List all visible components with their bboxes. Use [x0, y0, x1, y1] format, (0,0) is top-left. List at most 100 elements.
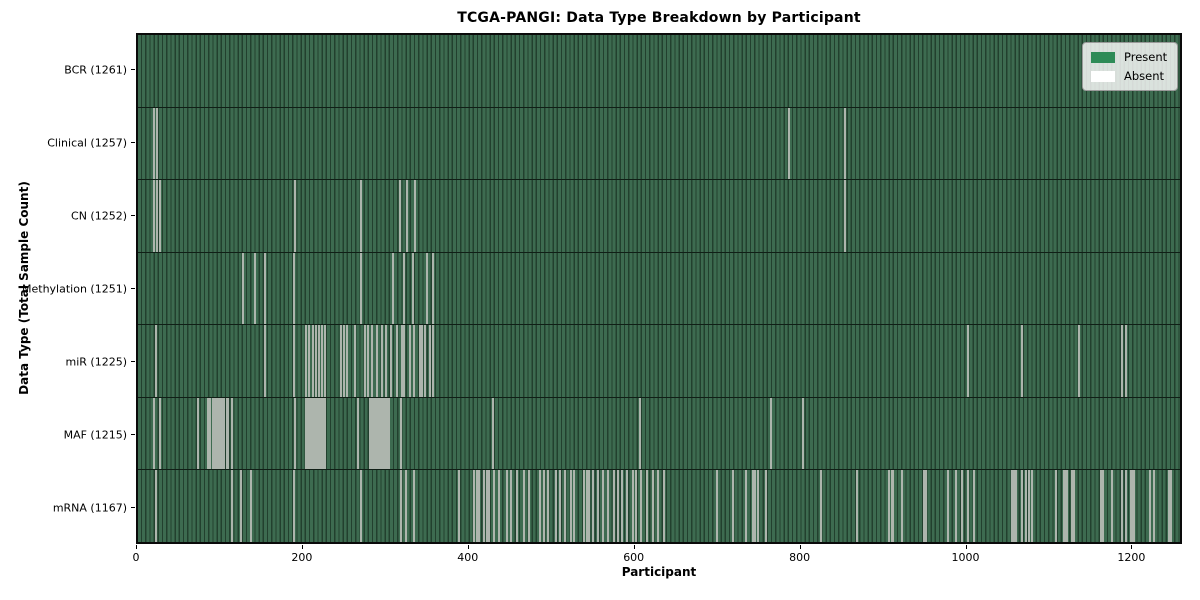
absent-mark — [385, 325, 388, 397]
absent-mark — [400, 325, 403, 397]
absent-mark — [320, 397, 323, 470]
absent-mark — [309, 397, 312, 470]
absent-mark — [1129, 470, 1132, 543]
x-tick-mark — [467, 545, 469, 549]
absent-mark — [900, 470, 903, 543]
absent-mark — [607, 470, 610, 543]
absent-mark — [413, 470, 416, 543]
absent-mark — [516, 470, 519, 543]
absent-mark — [304, 397, 307, 470]
absent-mark — [363, 325, 366, 397]
absent-mark — [617, 470, 620, 543]
absent-mark — [154, 325, 157, 397]
absent-mark — [340, 325, 343, 397]
heatmap-plot — [136, 33, 1182, 544]
x-tick-mark — [633, 545, 635, 549]
absent-mark — [751, 470, 754, 543]
absent-mark — [485, 470, 488, 543]
absent-mark — [583, 470, 586, 543]
absent-mark — [646, 470, 649, 543]
absent-mark — [621, 470, 624, 543]
absent-mark — [411, 252, 414, 325]
absent-mark — [432, 252, 435, 325]
legend-swatch-absent — [1091, 70, 1115, 82]
absent-mark — [1110, 470, 1113, 543]
absent-mark — [1149, 470, 1152, 543]
legend-label: Present — [1124, 50, 1168, 64]
heatmap-row-mir — [138, 325, 1180, 398]
absent-mark — [542, 470, 545, 543]
absent-mark — [1064, 470, 1067, 543]
absent-mark — [159, 397, 162, 470]
legend-item-present: Present — [1091, 50, 1167, 64]
absent-mark — [383, 397, 386, 470]
absent-mark — [346, 325, 349, 397]
absent-mark — [371, 325, 374, 397]
y-tick-mark — [131, 434, 135, 435]
absent-mark — [240, 470, 243, 543]
absent-mark — [1170, 470, 1173, 543]
absent-mark — [423, 325, 426, 397]
x-tick-mark — [1131, 545, 1133, 549]
absent-mark — [473, 470, 476, 543]
absent-mark — [366, 325, 369, 397]
absent-mark — [388, 397, 391, 470]
absent-mark — [399, 470, 402, 543]
absent-mark — [1025, 470, 1028, 543]
absent-mark — [505, 470, 508, 543]
x-tick-mark — [136, 545, 137, 549]
absent-mark — [1020, 325, 1023, 397]
absent-mark — [418, 325, 421, 397]
absent-mark — [379, 397, 382, 470]
absent-mark — [1013, 470, 1016, 543]
y-tick-mark — [131, 142, 135, 143]
absent-mark — [925, 470, 928, 543]
absent-mark — [597, 470, 600, 543]
y-tick-label-maf: MAF (1215) — [63, 428, 127, 441]
y-tick-label-methylation: Methylation (1251) — [22, 282, 127, 295]
y-tick-label-cn: CN (1252) — [71, 209, 127, 222]
x-tick-mark — [301, 545, 303, 549]
absent-mark — [311, 325, 314, 397]
x-tick-label-400: 400 — [457, 551, 479, 564]
absent-mark — [403, 252, 406, 325]
absent-mark — [1027, 470, 1030, 543]
absent-mark — [217, 397, 220, 470]
absent-mark — [1132, 470, 1135, 543]
absent-mark — [227, 397, 230, 470]
absent-mark — [492, 397, 495, 470]
heatmap-row-clinical — [138, 107, 1180, 181]
absent-mark — [264, 325, 267, 397]
absent-mark — [370, 397, 373, 470]
absent-mark — [390, 325, 393, 397]
x-tick-mark — [965, 545, 967, 549]
absent-mark — [716, 470, 719, 543]
absent-mark — [632, 470, 635, 543]
y-tick-mark — [131, 507, 135, 508]
absent-mark — [1065, 470, 1068, 543]
absent-mark — [744, 470, 747, 543]
absent-mark — [966, 325, 969, 397]
absent-mark — [1121, 470, 1124, 543]
absent-mark — [391, 252, 394, 325]
absent-mark — [819, 470, 822, 543]
absent-mark — [890, 470, 893, 543]
absent-mark — [360, 470, 363, 543]
x-tick-label-800: 800 — [789, 551, 811, 564]
absent-mark — [380, 397, 383, 470]
absent-mark — [310, 397, 313, 470]
absent-mark — [488, 470, 491, 543]
absent-mark — [756, 470, 759, 543]
x-tick-mark — [799, 545, 801, 549]
absent-mark — [426, 252, 429, 325]
x-tick-label-1200: 1200 — [1117, 551, 1146, 564]
y-tick-mark — [131, 361, 135, 362]
absent-mark — [493, 470, 496, 543]
heatmap-row-bcr — [138, 35, 1180, 108]
absent-mark — [570, 470, 573, 543]
absent-mark — [843, 107, 846, 180]
y-tick-mark — [131, 215, 135, 216]
absent-mark — [156, 180, 159, 252]
absent-mark — [307, 397, 310, 470]
absent-mark — [428, 325, 431, 397]
